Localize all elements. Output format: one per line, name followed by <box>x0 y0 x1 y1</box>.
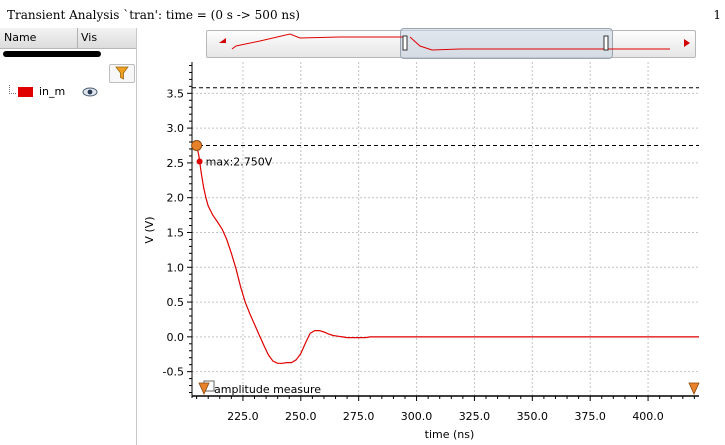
horizontal-scrollbar[interactable] <box>3 51 101 57</box>
overview-view-window[interactable] <box>400 28 613 59</box>
overview-trace-left <box>231 33 404 50</box>
overview-trace-right <box>409 36 670 51</box>
window-title: Transient Analysis `tran': time = (0 s -… <box>7 8 300 22</box>
x-tick-label: 325.0 <box>459 410 491 423</box>
scroll-left-arrow-icon[interactable] <box>219 38 226 43</box>
signal-name: in_m <box>39 85 66 98</box>
x-tick-label: 225.0 <box>227 410 259 423</box>
left-cursor-handle[interactable] <box>198 382 210 395</box>
signal-list-header: Name Vis <box>0 28 136 49</box>
x-tick-label: 300.0 <box>401 410 433 423</box>
overview-right-handle[interactable] <box>603 35 609 51</box>
filter-icon <box>115 66 129 80</box>
max-marker-handle[interactable] <box>191 140 203 151</box>
x-tick-label: 375.0 <box>574 410 606 423</box>
y-tick-label: -0.5 <box>163 366 184 379</box>
y-tick-label: 0.0 <box>167 331 185 344</box>
measure-label: amplitude measure <box>214 383 321 396</box>
corner-index: 1 <box>713 8 721 22</box>
column-name-header[interactable]: Name <box>4 31 37 44</box>
y-tick-label: 1.5 <box>167 226 185 239</box>
y-tick-label: 2.0 <box>167 192 185 205</box>
column-vis-header[interactable]: Vis <box>81 31 98 44</box>
x-tick-label: 250.0 <box>285 410 317 423</box>
max-label: max:2.750V <box>206 156 273 169</box>
signal-color-swatch <box>18 87 33 97</box>
overview-left-handle[interactable] <box>402 35 408 51</box>
scroll-right-arrow-icon[interactable] <box>684 39 690 47</box>
column-divider[interactable] <box>77 28 78 48</box>
x-tick-label: 400.0 <box>632 410 664 423</box>
x-tick-label: 350.0 <box>517 410 549 423</box>
y-axis-label: V (V) <box>143 216 156 243</box>
y-tick-label: 0.5 <box>167 296 185 309</box>
right-cursor-handle[interactable] <box>688 382 700 395</box>
x-axis-label: time (ns) <box>425 428 475 441</box>
y-tick-label: 3.5 <box>167 87 185 100</box>
waveform-in_m[interactable] <box>196 145 699 364</box>
filter-button[interactable] <box>109 64 135 83</box>
eye-icon[interactable] <box>82 86 98 98</box>
y-tick-label: 3.0 <box>167 122 185 135</box>
signal-list-panel: Name Vis in_m <box>0 28 137 445</box>
x-tick-label: 275.0 <box>343 410 375 423</box>
max-point <box>196 158 203 165</box>
tree-connector <box>9 85 16 94</box>
y-tick-label: 2.5 <box>167 157 185 170</box>
y-tick-label: 1.0 <box>167 261 185 274</box>
